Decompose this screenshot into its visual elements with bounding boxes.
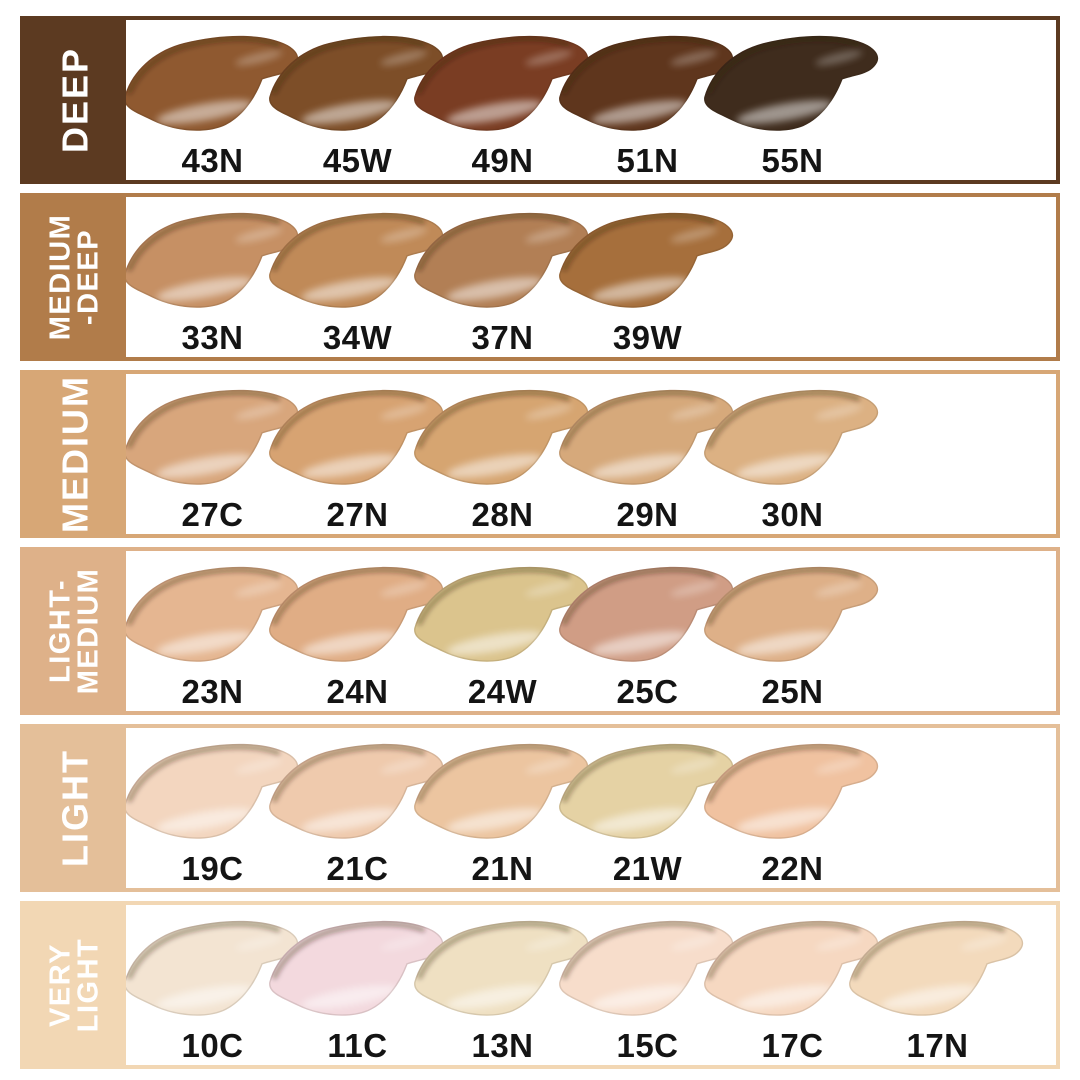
shade-swatch: 25C — [558, 559, 733, 711]
foundation-smear-icon — [558, 212, 733, 308]
shade-code-label: 29N — [616, 496, 679, 533]
shade-swatch: 11C — [268, 913, 443, 1065]
shade-code-label: 22N — [761, 850, 824, 887]
shade-code-label: 27N — [326, 496, 389, 533]
shade-code-label: 13N — [471, 1027, 534, 1064]
row-swatches: 43N 45W 49N — [126, 20, 1056, 180]
shade-code-label: 28N — [471, 496, 534, 533]
shade-swatch: 21C — [268, 736, 443, 888]
shade-swatch: 10C — [126, 913, 298, 1065]
shade-swatch: 37N — [413, 205, 588, 357]
foundation-smear-icon — [268, 35, 443, 131]
row-category-sidebar: DEEP — [24, 20, 126, 180]
foundation-smear-icon — [558, 35, 733, 131]
row-category-sidebar: MEDIUM -DEEP — [24, 197, 126, 357]
row-category-sidebar: VERY LIGHT — [24, 905, 126, 1065]
foundation-smear-icon — [558, 566, 733, 662]
shade-swatch: 17N — [848, 913, 1023, 1065]
shade-code-label: 17C — [761, 1027, 824, 1064]
shade-row: LIGHT- MEDIUM 23N 24N — [20, 547, 1060, 715]
row-swatches: 19C 21C 21N — [126, 728, 1056, 888]
shade-code-label: 37N — [471, 319, 534, 356]
shade-swatch: 33N — [126, 205, 298, 357]
row-swatches: 23N 24N 24W — [126, 551, 1056, 711]
shade-code-label: 43N — [181, 142, 244, 179]
shade-code-label: 21N — [471, 850, 534, 887]
shade-row: DEEP 43N 45W — [20, 16, 1060, 184]
shade-swatch: 51N — [558, 28, 733, 180]
shade-swatch: 45W — [268, 28, 443, 180]
shade-code-label: 27C — [181, 496, 244, 533]
shade-swatch: 55N — [703, 28, 878, 180]
row-category-label: VERY LIGHT — [44, 937, 105, 1033]
foundation-smear-icon — [126, 35, 298, 131]
shade-code-label: 17N — [906, 1027, 969, 1064]
row-category-label: LIGHT- MEDIUM — [44, 567, 105, 695]
foundation-smear-icon — [268, 389, 443, 485]
row-category-label: MEDIUM — [54, 375, 96, 533]
shade-code-label: 24N — [326, 673, 389, 710]
shade-code-label: 19C — [181, 850, 244, 887]
row-swatches: 27C 27N 28N — [126, 374, 1056, 534]
row-category-sidebar: LIGHT- MEDIUM — [24, 551, 126, 711]
shade-code-label: 23N — [181, 673, 244, 710]
foundation-smear-icon — [558, 743, 733, 839]
row-swatches: 33N 34W 37N — [126, 197, 1056, 357]
shade-swatch: 17C — [703, 913, 878, 1065]
foundation-smear-icon — [268, 212, 443, 308]
foundation-smear-icon — [848, 920, 1023, 1016]
shade-swatch: 25N — [703, 559, 878, 711]
shade-code-label: 11C — [327, 1027, 388, 1064]
shade-swatch: 15C — [558, 913, 733, 1065]
shade-code-label: 10C — [181, 1027, 244, 1064]
shade-code-label: 49N — [471, 142, 534, 179]
row-category-sidebar: MEDIUM — [24, 374, 126, 534]
shade-code-label: 21C — [326, 850, 389, 887]
foundation-smear-icon — [558, 920, 733, 1016]
foundation-smear-icon — [703, 389, 878, 485]
row-category-label: MEDIUM -DEEP — [44, 213, 105, 341]
shade-code-label: 34W — [322, 319, 393, 356]
shade-code-label: 25C — [616, 673, 679, 710]
shade-swatch: 29N — [558, 382, 733, 534]
shade-swatch: 43N — [126, 28, 298, 180]
foundation-smear-icon — [268, 920, 443, 1016]
shade-swatch: 27N — [268, 382, 443, 534]
shade-row: LIGHT 19C 21C — [20, 724, 1060, 892]
foundation-smear-icon — [703, 566, 878, 662]
shade-code-label: 45W — [322, 142, 393, 179]
shade-swatch: 39W — [558, 205, 733, 357]
shade-code-label: 33N — [181, 319, 244, 356]
shade-row: MEDIUM 27C 27N — [20, 370, 1060, 538]
shade-code-label: 21W — [612, 850, 683, 887]
shade-swatch: 22N — [703, 736, 878, 888]
foundation-smear-icon — [703, 920, 878, 1016]
shade-code-label: 39W — [612, 319, 683, 356]
row-category-sidebar: LIGHT — [24, 728, 126, 888]
shade-code-label: 30N — [761, 496, 824, 533]
shade-row: VERY LIGHT 10C 11C — [20, 901, 1060, 1069]
shade-code-label: 15C — [616, 1027, 679, 1064]
row-category-label: DEEP — [54, 46, 96, 154]
foundation-smear-icon — [126, 389, 298, 485]
shade-row: MEDIUM -DEEP 33N 34W — [20, 193, 1060, 361]
shade-swatch: 30N — [703, 382, 878, 534]
foundation-smear-icon — [126, 566, 298, 662]
row-swatches: 10C 11C 13N — [126, 905, 1056, 1065]
foundation-smear-icon — [126, 212, 298, 308]
shade-swatch: 23N — [126, 559, 298, 711]
foundation-smear-icon — [413, 212, 588, 308]
shade-swatch: 34W — [268, 205, 443, 357]
shade-code-label: 55N — [761, 142, 824, 179]
shade-code-label: 24W — [467, 673, 538, 710]
shade-code-label: 51N — [616, 142, 679, 179]
shade-swatch: 27C — [126, 382, 298, 534]
shade-code-label: 25N — [761, 673, 824, 710]
foundation-smear-icon — [703, 743, 878, 839]
shade-swatch: 24N — [268, 559, 443, 711]
shade-swatch: 21W — [558, 736, 733, 888]
foundation-smear-icon — [703, 35, 878, 131]
row-category-label: LIGHT — [54, 749, 96, 867]
